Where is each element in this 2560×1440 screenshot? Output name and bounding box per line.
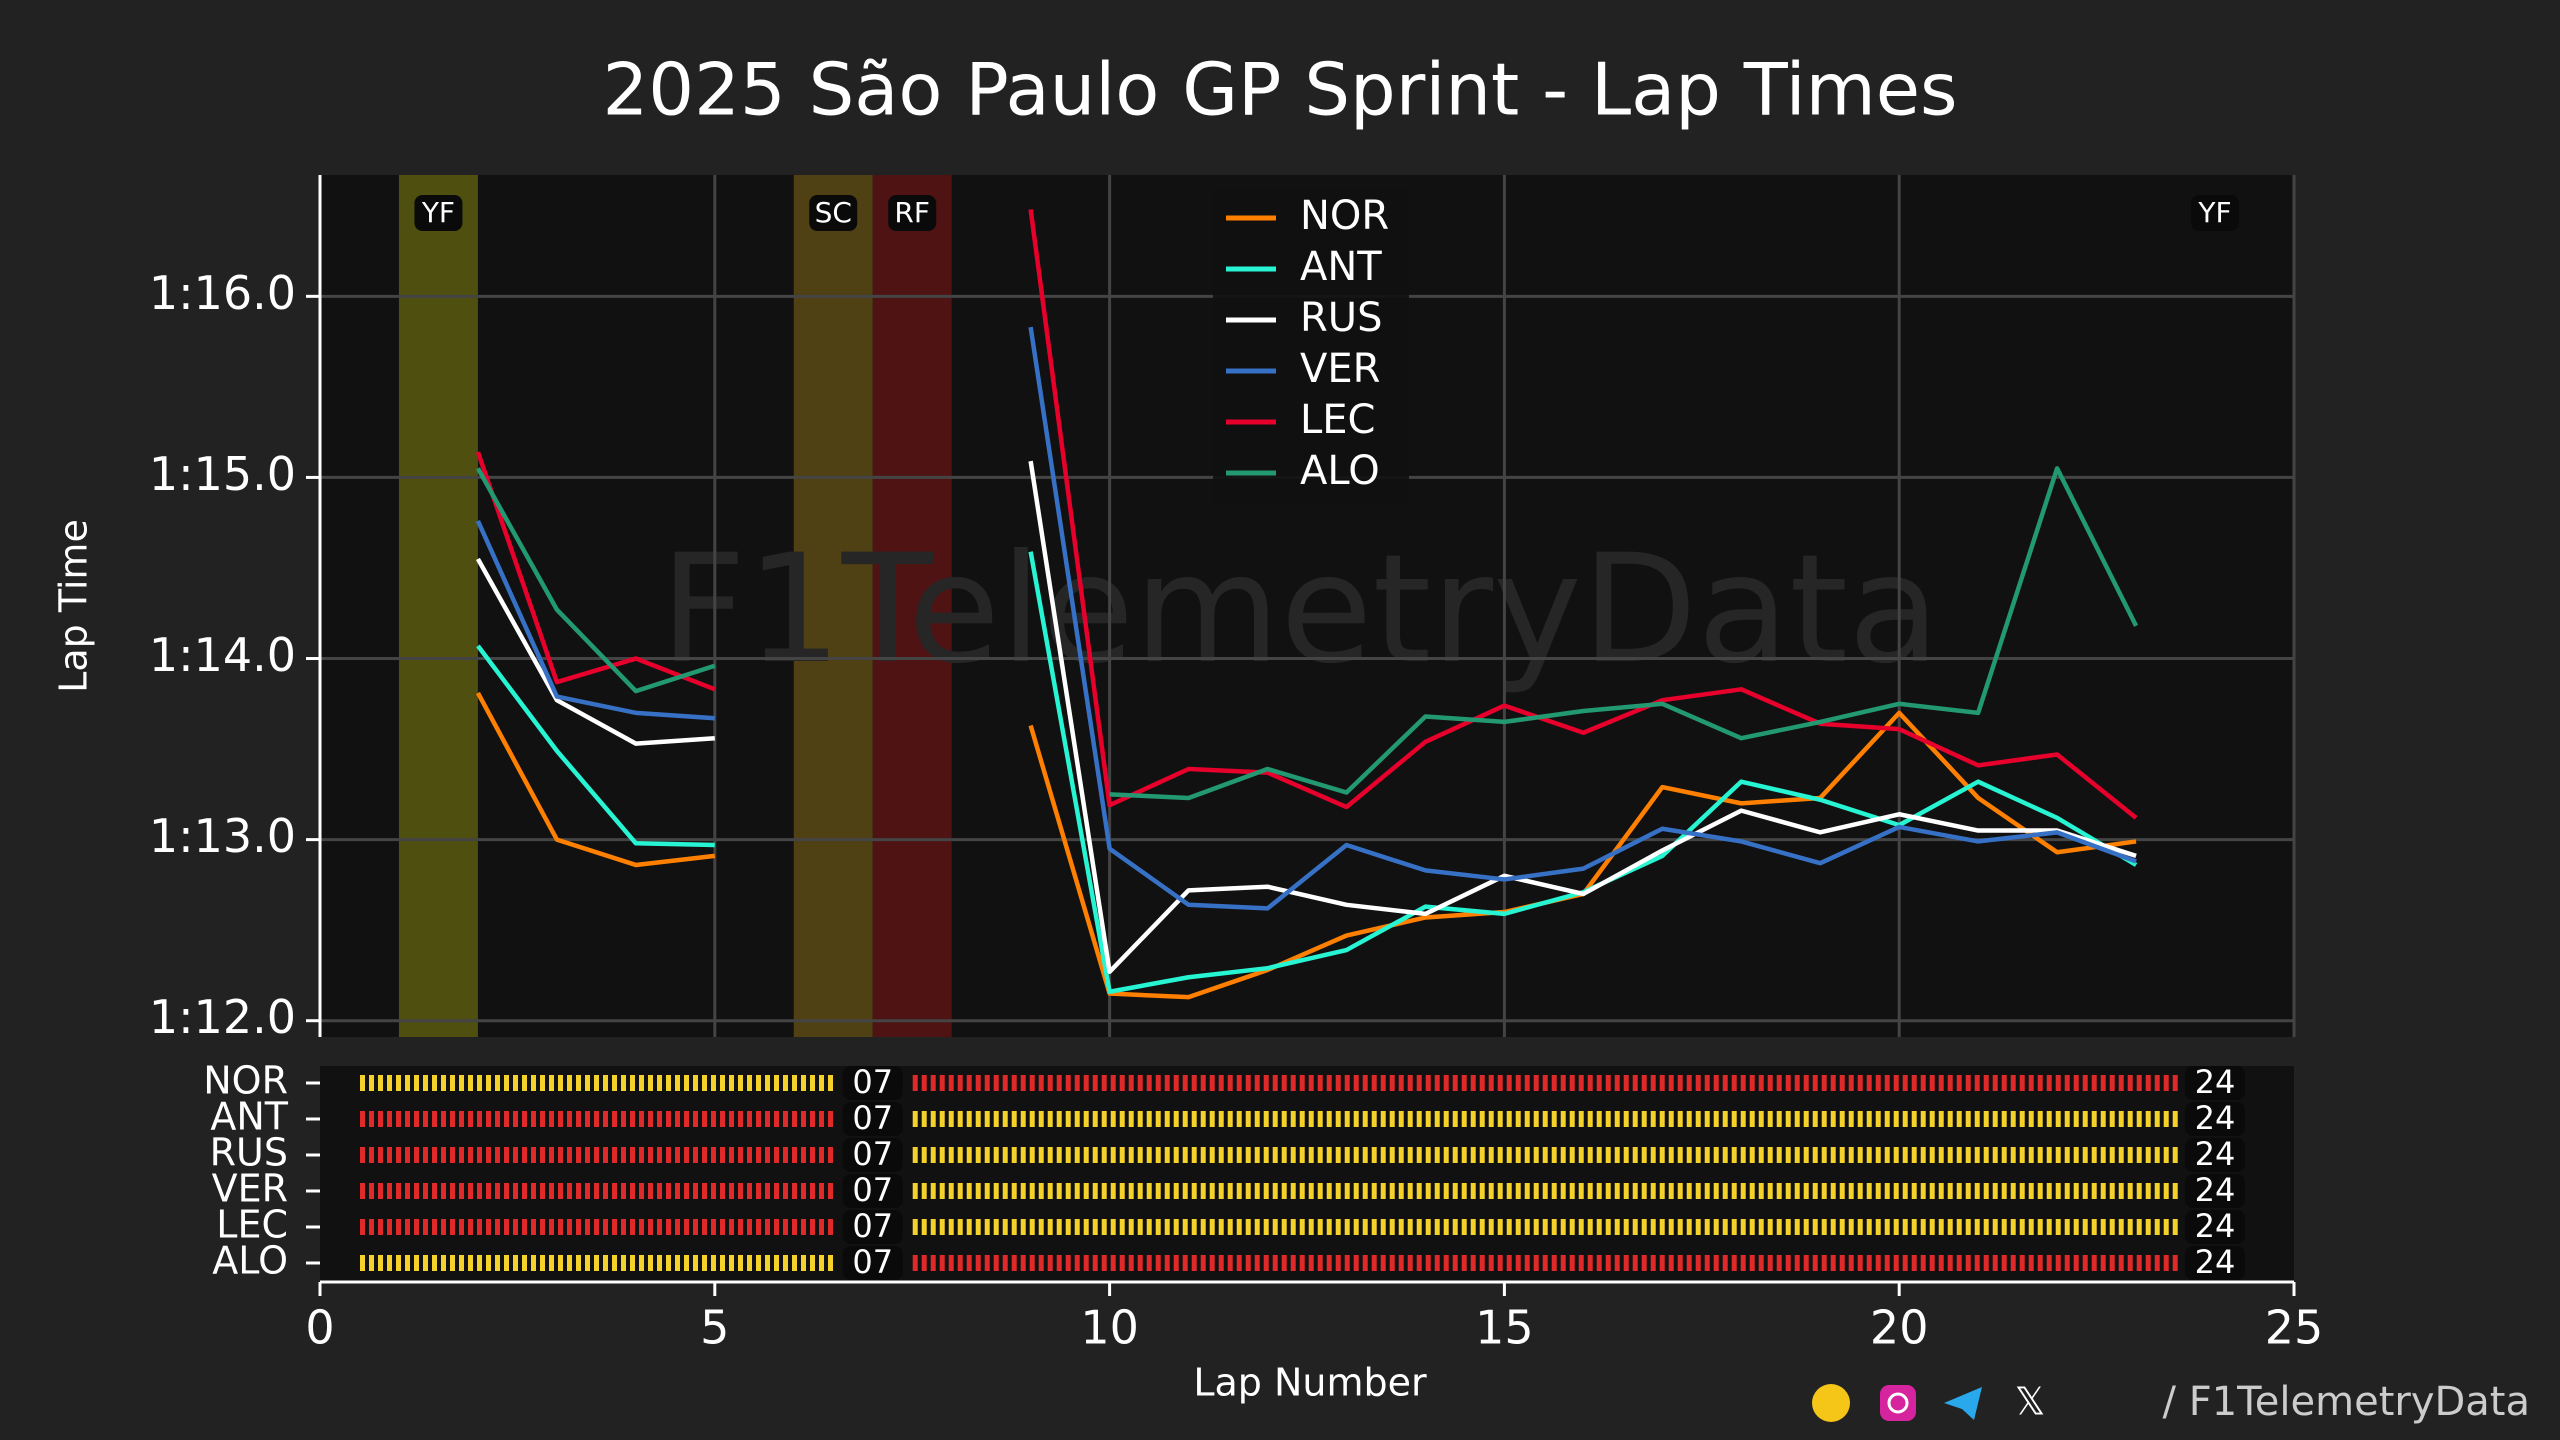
x-tick-label: 10 (1080, 1301, 1139, 1355)
legend-label: VER (1300, 346, 1380, 392)
tyre-driver: ANT (210, 1095, 288, 1139)
series-line (475, 209, 2138, 820)
stint-label-bg (842, 1102, 903, 1136)
x-tick-label: 15 (1475, 1301, 1534, 1355)
stint-label-bg (842, 1066, 903, 1100)
flag-label: RF (894, 196, 930, 229)
stint-label: 07 (852, 1135, 893, 1173)
y-tick-label: 1:15.0 (149, 447, 296, 501)
tyre-driver: RUS (210, 1131, 288, 1175)
x-axis-label: Lap Number (1193, 1361, 1427, 1405)
legend-label: ANT (1300, 244, 1382, 290)
legend: NOR ANT RUS VER LEC ALO (1213, 189, 1409, 503)
x-tick-label: 0 (305, 1301, 334, 1355)
stint-label-bg (2185, 1138, 2246, 1172)
stint-label-bg (2185, 1246, 2246, 1280)
footer-handle: / F1TelemetryData (2163, 1379, 2531, 1425)
y-axis-label: Lap Time (52, 519, 96, 693)
flag-label-bg (888, 195, 937, 231)
tyre-driver: LEC (216, 1203, 288, 1247)
y-tick-label: 1:13.0 (149, 809, 296, 863)
flag-label: SC (815, 196, 852, 229)
x-tick-label: 5 (700, 1301, 729, 1355)
stint-label-bg (2185, 1174, 2246, 1208)
x-tick-label: 20 (1870, 1301, 1929, 1355)
stint-label-bg (842, 1246, 903, 1280)
stint-label: 07 (852, 1171, 893, 1209)
tyre-strip (320, 1066, 2294, 1282)
tyre-driver: VER (212, 1167, 288, 1211)
stint-label-bg (842, 1174, 903, 1208)
stint-label: 24 (2195, 1063, 2236, 1101)
stint-label: 24 (2195, 1207, 2236, 1245)
legend-label: LEC (1300, 397, 1376, 443)
stint-label: 24 (2195, 1099, 2236, 1137)
stint-label: 07 (852, 1063, 893, 1101)
series-line (475, 466, 2139, 801)
legend-label: RUS (1300, 295, 1382, 341)
footer-icons: 𝕏 (1812, 1380, 2045, 1424)
stint-label: 07 (852, 1207, 893, 1245)
stint-label: 24 (2195, 1135, 2236, 1173)
flag-band (793, 175, 873, 1037)
stint-label: 24 (2195, 1243, 2236, 1281)
flag-label: YF (2197, 196, 2231, 229)
tyre-driver: ALO (212, 1239, 288, 1283)
series-line (475, 326, 2137, 911)
svg-text:𝕏: 𝕏 (2015, 1380, 2046, 1424)
stint-label-bg (2185, 1102, 2246, 1136)
stint-label-bg (842, 1210, 903, 1244)
y-tick-label: 1:14.0 (149, 628, 296, 682)
stint-label: 07 (852, 1099, 893, 1137)
tyre-driver: NOR (203, 1059, 288, 1103)
stint-label-bg (2185, 1066, 2246, 1100)
stint-label-bg (2185, 1210, 2246, 1244)
legend-box (1213, 189, 1409, 503)
x-tick-label: 25 (2265, 1301, 2324, 1355)
y-tick-label: 1:16.0 (149, 266, 296, 320)
legend-label: ALO (1300, 448, 1380, 494)
stint-label-bg (842, 1138, 903, 1172)
stint-label: 24 (2195, 1171, 2236, 1209)
flag-band (872, 175, 952, 1037)
watermark: F1TelemetryData (660, 523, 1940, 697)
y-tick-label: 1:12.0 (149, 990, 296, 1044)
flag-label-bg (2191, 195, 2240, 231)
flag-label-bg (809, 195, 858, 231)
legend-label: NOR (1300, 193, 1389, 239)
stint-label: 07 (852, 1243, 893, 1281)
chart-title: 2025 São Paulo GP Sprint - Lap Times (602, 48, 1957, 132)
flag-label: YF (421, 196, 455, 229)
flag-label-bg (414, 195, 463, 231)
flag-band (398, 175, 478, 1037)
series-line (475, 460, 2137, 975)
